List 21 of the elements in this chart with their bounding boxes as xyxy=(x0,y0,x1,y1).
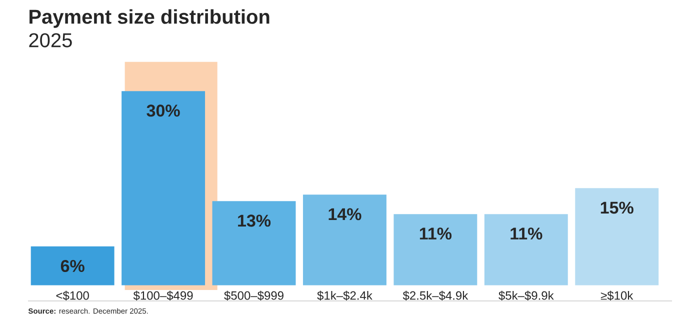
x-tick-label: $100–$499 xyxy=(133,290,193,301)
data-label: 11% xyxy=(510,228,542,240)
x-tick-label: $500–$999 xyxy=(224,290,284,301)
data-label: 11% xyxy=(420,228,452,240)
x-tick-label: $5k–$9.9k xyxy=(498,290,554,301)
x-tick-label: $1k–$2.4k xyxy=(317,290,372,301)
chart-title: Payment size distribution xyxy=(30,9,270,28)
bar xyxy=(575,188,659,286)
x-tick-label: $2.5k–$4.9k xyxy=(402,290,468,301)
data-label: 14% xyxy=(328,208,362,220)
x-tick-label: ≥$10k xyxy=(600,290,634,301)
data-label: 30% xyxy=(146,104,180,117)
bar xyxy=(302,194,386,286)
data-label: 13% xyxy=(238,214,271,227)
data-label: 6% xyxy=(60,260,84,272)
bar xyxy=(484,214,568,286)
bar xyxy=(394,214,478,286)
chart-subtitle: 2025 xyxy=(29,33,72,48)
data-label: 15% xyxy=(600,202,634,214)
bar xyxy=(30,246,114,286)
x-tick-label: <$100 xyxy=(56,290,89,301)
